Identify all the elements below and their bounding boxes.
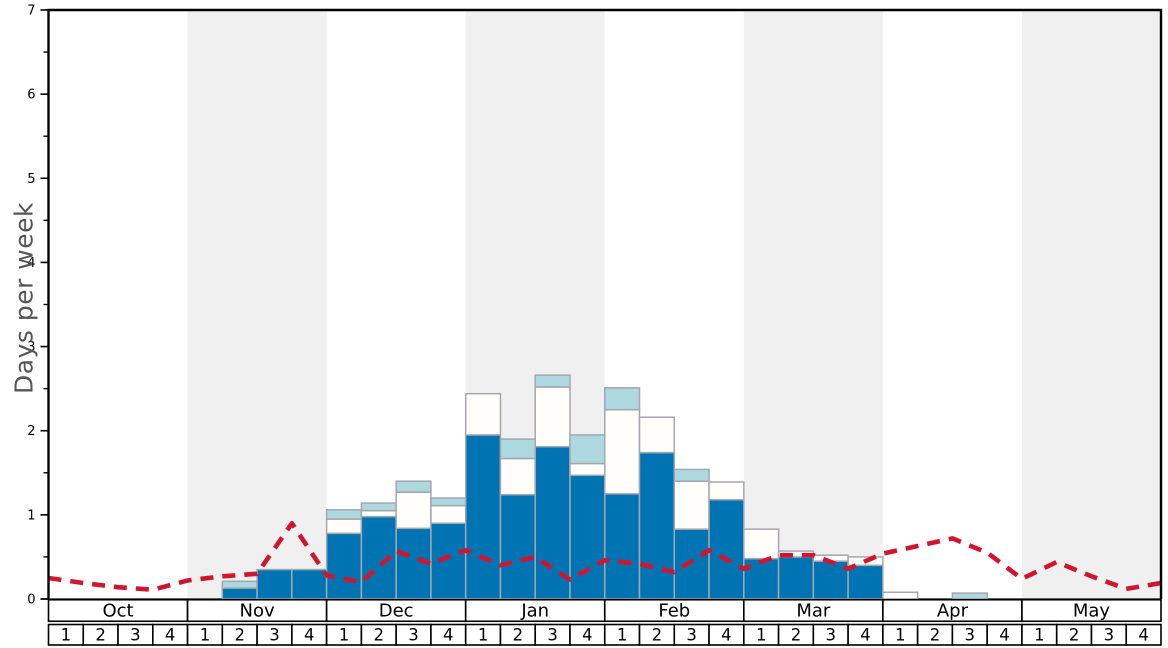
month-band-nov bbox=[187, 10, 327, 599]
week-label-11: 3 bbox=[408, 626, 419, 645]
bar-segment-dark-blue-days-w13 bbox=[464, 434, 502, 600]
week-label-15: 3 bbox=[547, 626, 558, 645]
week-label-1: 1 bbox=[61, 626, 72, 645]
bar-segment-white-days-w9 bbox=[325, 518, 363, 535]
bar-segment-white-days-w21 bbox=[743, 528, 780, 560]
week-label-25: 1 bbox=[895, 626, 906, 645]
month-band-apr bbox=[882, 10, 1022, 599]
week-label-14: 2 bbox=[513, 626, 524, 645]
bar-segment-light-blue-days-w14 bbox=[499, 438, 536, 460]
week-label-10: 2 bbox=[374, 626, 385, 645]
week-label-2: 2 bbox=[95, 626, 106, 645]
week-label-21: 1 bbox=[756, 626, 767, 645]
bar-segment-dark-blue-days-w7 bbox=[256, 568, 293, 600]
week-label-6: 2 bbox=[234, 626, 245, 645]
bar-segment-light-blue-days-w6 bbox=[221, 580, 258, 589]
week-label-8: 4 bbox=[304, 626, 315, 645]
y-tick-label-6: 6 bbox=[27, 88, 35, 103]
week-label-22: 2 bbox=[791, 626, 802, 645]
bar-segment-dark-blue-days-w23 bbox=[812, 560, 849, 600]
bar-segment-dark-blue-days-w6 bbox=[221, 587, 258, 600]
week-label-13: 1 bbox=[478, 626, 489, 645]
y-tick-label-7: 7 bbox=[27, 4, 35, 19]
y-tick-label-2: 2 bbox=[27, 424, 35, 439]
month-band-may bbox=[1021, 10, 1161, 599]
month-cell-may bbox=[1021, 598, 1162, 623]
bar-segment-light-blue-days-w11 bbox=[395, 480, 432, 493]
week-label-12: 4 bbox=[443, 626, 454, 645]
bar-segment-white-days-w17 bbox=[604, 408, 641, 495]
bar-segment-dark-blue-days-w16 bbox=[569, 474, 606, 600]
bar-segment-white-days-w12 bbox=[430, 504, 467, 525]
month-band-oct bbox=[48, 10, 188, 599]
y-tick-label-0: 0 bbox=[27, 593, 35, 608]
month-label-may: May bbox=[1073, 601, 1111, 622]
bar-segment-light-blue-days-w17 bbox=[604, 387, 641, 411]
y-axis-title: Days per week bbox=[9, 202, 39, 394]
month-label-oct: Oct bbox=[102, 601, 133, 622]
y-tick-label-5: 5 bbox=[27, 172, 35, 187]
week-label-23: 3 bbox=[825, 626, 836, 645]
week-label-3: 3 bbox=[130, 626, 141, 645]
trend-line bbox=[48, 520, 1162, 593]
week-cell-32 bbox=[1125, 623, 1162, 646]
bar-segment-white-days-w25 bbox=[882, 591, 919, 600]
week-label-31: 3 bbox=[1104, 626, 1115, 645]
week-label-7: 3 bbox=[269, 626, 280, 645]
y-tick-label-1: 1 bbox=[27, 508, 35, 523]
bar-segment-dark-blue-days-w9 bbox=[325, 532, 363, 600]
bar-segment-dark-blue-days-w12 bbox=[430, 522, 467, 600]
week-label-24: 4 bbox=[860, 626, 871, 645]
week-label-28: 4 bbox=[999, 626, 1010, 645]
bar-segment-light-blue-days-w15 bbox=[534, 374, 571, 388]
bar-segment-white-days-w18 bbox=[638, 416, 676, 454]
week-label-16: 4 bbox=[582, 626, 593, 645]
bar-segment-light-blue-days-w19 bbox=[673, 468, 710, 482]
bar-segment-dark-blue-days-w24 bbox=[847, 564, 884, 600]
bar-segment-dark-blue-days-w20 bbox=[708, 498, 745, 600]
week-label-26: 2 bbox=[930, 626, 941, 645]
week-label-27: 3 bbox=[965, 626, 976, 645]
month-label-nov: Nov bbox=[240, 601, 275, 622]
month-label-apr: Apr bbox=[937, 601, 969, 622]
bar-segment-white-days-w13 bbox=[464, 392, 502, 436]
bar-segment-dark-blue-days-w18 bbox=[638, 451, 676, 600]
bar-segment-light-blue-days-w16 bbox=[569, 434, 606, 465]
week-label-18: 2 bbox=[652, 626, 663, 645]
month-label-dec: Dec bbox=[379, 601, 414, 622]
week-label-19: 3 bbox=[686, 626, 697, 645]
month-label-mar: Mar bbox=[796, 601, 831, 622]
week-label-32: 4 bbox=[1138, 626, 1149, 645]
week-label-29: 1 bbox=[1034, 626, 1045, 645]
week-label-5: 1 bbox=[200, 626, 211, 645]
week-label-30: 2 bbox=[1069, 626, 1080, 645]
week-label-20: 4 bbox=[721, 626, 732, 645]
bar-segment-light-blue-days-w12 bbox=[430, 497, 467, 507]
bar-segment-white-days-w14 bbox=[499, 457, 536, 496]
bar-segment-white-days-w10 bbox=[360, 509, 397, 518]
bar-segment-light-blue-days-w27 bbox=[951, 592, 988, 600]
bar-segment-dark-blue-days-w14 bbox=[499, 493, 536, 600]
y-tick-label-4: 4 bbox=[27, 256, 35, 271]
y-tick-label-3: 3 bbox=[27, 340, 35, 355]
month-band-mar bbox=[743, 10, 883, 599]
bar-segment-white-days-w15 bbox=[534, 386, 571, 448]
week-label-17: 1 bbox=[617, 626, 628, 645]
bar-segment-dark-blue-days-w17 bbox=[604, 493, 641, 600]
bar-segment-dark-blue-days-w22 bbox=[777, 556, 815, 600]
bar-segment-white-days-w19 bbox=[673, 480, 710, 530]
month-label-jan: Jan bbox=[520, 601, 549, 622]
month-label-feb: Feb bbox=[658, 601, 690, 622]
week-label-9: 1 bbox=[339, 626, 350, 645]
bar-segment-white-days-w20 bbox=[708, 481, 745, 501]
bar-segment-light-blue-days-w10 bbox=[360, 502, 397, 512]
bar-segment-white-days-w11 bbox=[395, 491, 432, 530]
week-label-4: 4 bbox=[165, 626, 176, 645]
bar-segment-dark-blue-days-w8 bbox=[291, 568, 328, 600]
bar-segment-light-blue-days-w9 bbox=[325, 509, 363, 520]
bar-segment-dark-blue-days-w19 bbox=[673, 528, 710, 600]
bar-segment-white-days-w16 bbox=[569, 462, 606, 477]
